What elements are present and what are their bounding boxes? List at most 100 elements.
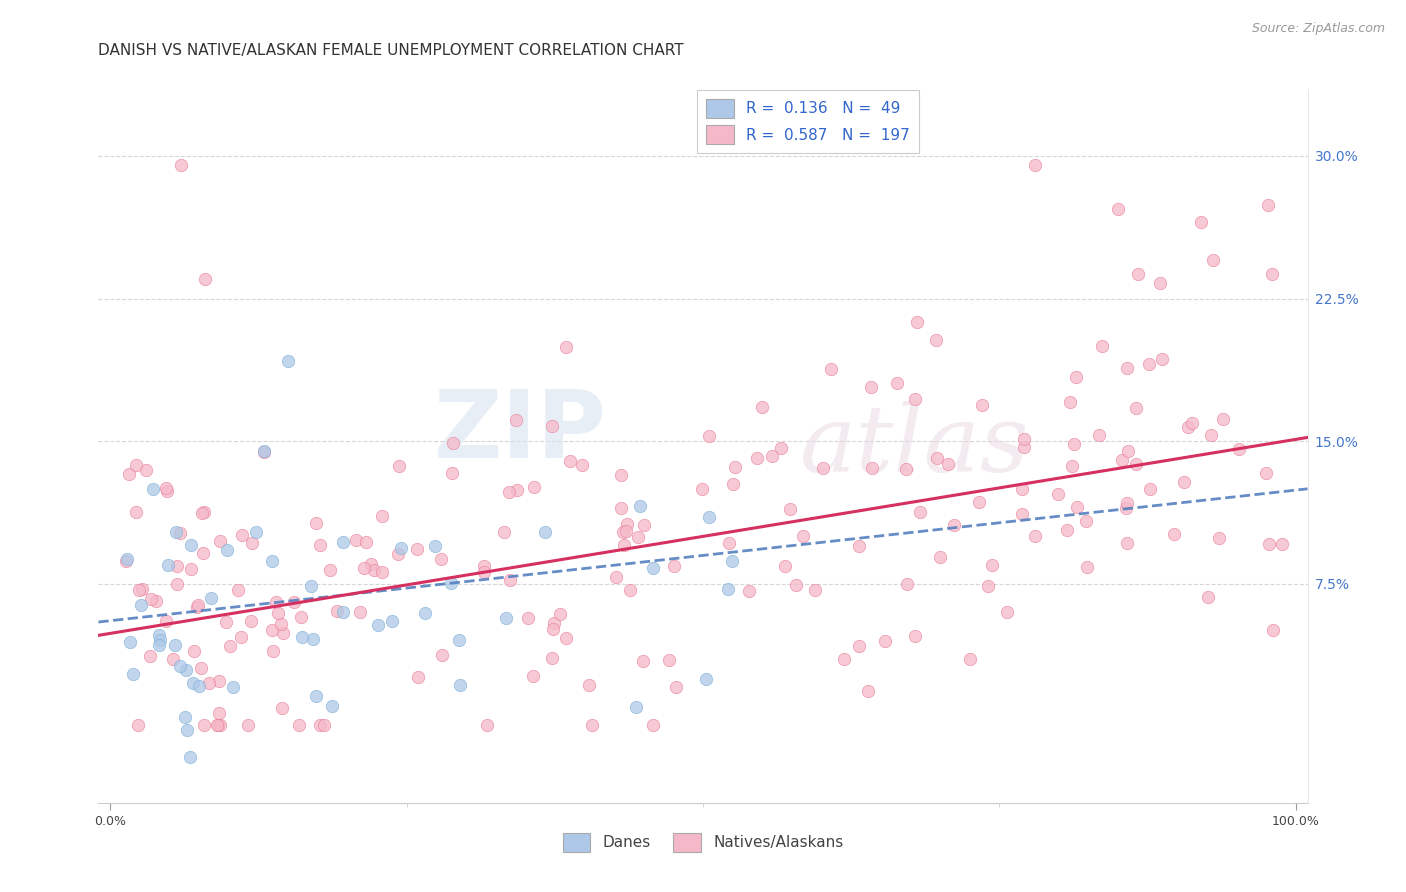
Point (191, 805, 214, 820)
Point (222, 680, 245, 694)
Point (967, 495, 990, 509)
Point (498, 484, 520, 499)
Point (619, 583, 641, 598)
Point (194, 272, 217, 286)
Point (628, 499, 651, 513)
Point (1116, 535, 1139, 549)
Point (354, 535, 377, 549)
Point (560, 454, 582, 468)
Point (1149, 276, 1171, 290)
Point (697, 429, 720, 443)
Point (492, 524, 515, 539)
Point (148, 638, 170, 652)
Point (1011, 483, 1033, 497)
Point (522, 669, 544, 683)
Point (267, 607, 290, 621)
Point (406, 669, 429, 683)
Point (262, 644, 284, 658)
Point (1088, 428, 1111, 442)
Point (761, 450, 783, 464)
Point (163, 638, 186, 652)
Point (387, 547, 409, 561)
Point (936, 457, 959, 471)
Point (1128, 267, 1150, 281)
Point (1056, 523, 1078, 537)
Point (820, 361, 842, 376)
Point (543, 615, 565, 630)
Point (1046, 487, 1069, 501)
Point (191, 506, 214, 520)
Text: Source: ZipAtlas.com: Source: ZipAtlas.com (1251, 22, 1385, 36)
Point (183, 676, 205, 690)
Point (188, 679, 211, 693)
Point (141, 591, 163, 606)
Point (162, 652, 184, 666)
Point (472, 565, 495, 579)
Point (381, 615, 404, 629)
Point (299, 579, 322, 593)
Point (605, 570, 627, 584)
Point (970, 398, 993, 412)
Point (139, 648, 162, 663)
Point (332, 535, 354, 549)
Point (128, 583, 150, 598)
Point (371, 508, 394, 523)
Point (344, 533, 367, 548)
Point (745, 450, 768, 465)
Point (721, 476, 744, 491)
Point (977, 579, 1000, 593)
Point (155, 481, 177, 495)
Point (1125, 401, 1147, 415)
Point (309, 538, 332, 552)
Point (240, 536, 263, 550)
Point (856, 684, 879, 698)
Point (751, 400, 773, 414)
Point (169, 526, 191, 541)
Point (718, 535, 741, 549)
Point (406, 542, 429, 557)
Point (264, 594, 287, 608)
Point (208, 706, 231, 721)
Point (896, 576, 918, 591)
Point (1271, 537, 1294, 551)
Point (183, 644, 205, 658)
Point (429, 551, 451, 566)
Point (723, 460, 745, 475)
Point (1125, 457, 1147, 471)
Point (219, 639, 242, 653)
Point (1139, 482, 1161, 496)
Point (180, 561, 202, 575)
Point (616, 516, 638, 531)
Point (1227, 442, 1250, 457)
Point (658, 653, 681, 667)
Point (1256, 467, 1278, 481)
Point (612, 538, 634, 552)
Point (695, 672, 717, 686)
Point (1137, 357, 1160, 371)
Point (207, 673, 229, 688)
Point (1208, 531, 1230, 545)
Point (1261, 267, 1284, 281)
Point (505, 413, 527, 427)
Point (349, 606, 371, 620)
Point (1014, 440, 1036, 454)
Point (253, 443, 276, 458)
Point (533, 524, 555, 539)
Point (697, 509, 720, 524)
Point (200, 591, 222, 606)
Point (176, 723, 198, 737)
Point (779, 502, 801, 516)
Point (1091, 339, 1114, 353)
Point (1066, 369, 1088, 384)
Point (253, 445, 276, 459)
Point (118, 635, 141, 649)
Point (832, 652, 855, 666)
Point (193, 718, 215, 732)
Point (1111, 453, 1133, 467)
Point (1173, 475, 1195, 489)
Point (205, 717, 228, 731)
Point (886, 376, 908, 391)
Point (360, 557, 382, 571)
Point (578, 677, 600, 691)
Point (440, 575, 463, 590)
